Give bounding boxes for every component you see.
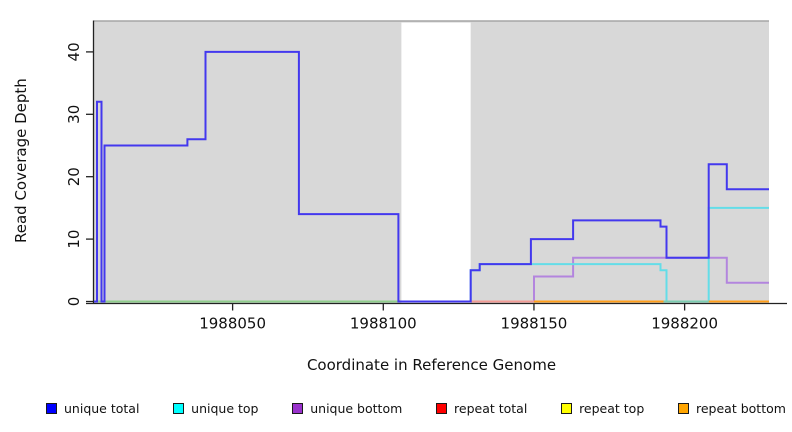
legend-item-unique-top: unique top [173,401,258,416]
legend-label: repeat top [579,400,645,416]
legend-item-repeat-total: repeat total [436,401,527,416]
legend: unique total unique top unique bottom repea… [46,398,786,418]
series-line-unique-bottom [94,256,769,303]
y-tick-label: 10 [65,230,83,249]
legend-item-repeat-top: repeat top [561,401,644,416]
x-axis-title: Coordinate in Reference Genome [306,356,557,374]
legend-item-unique-total: unique total [46,401,139,416]
y-tick-label: 0 [65,297,83,307]
legend-swatch [436,402,448,414]
legend-swatch [46,402,57,414]
y-tick-label: 40 [65,42,83,61]
legend-label: unique total [64,400,140,416]
y-tick-label: 20 [65,167,83,186]
legend-label: repeat total [454,400,528,416]
y-tick-label: 30 [65,105,83,124]
legend-swatch [173,402,185,414]
x-tick-label: 1988100 [350,315,417,333]
legend-swatch [561,402,573,414]
x-tick-label: 1988150 [501,315,568,333]
band-gap [401,22,471,304]
legend-swatch [292,402,304,414]
legend-label: unique top [191,400,259,416]
legend-label: unique bottom [310,400,403,416]
x-tick-label: 1988200 [651,315,718,333]
series-line-unique-total [94,50,769,303]
x-tick-label: 1988050 [199,315,266,333]
legend-label: repeat bottom [696,400,786,416]
legend-swatch [678,402,689,414]
legend-item-unique-bottom: unique bottom [292,401,402,416]
y-axis-title: Read Coverage Depth [12,78,30,244]
legend-item-repeat-bottom: repeat bottom [678,401,786,416]
